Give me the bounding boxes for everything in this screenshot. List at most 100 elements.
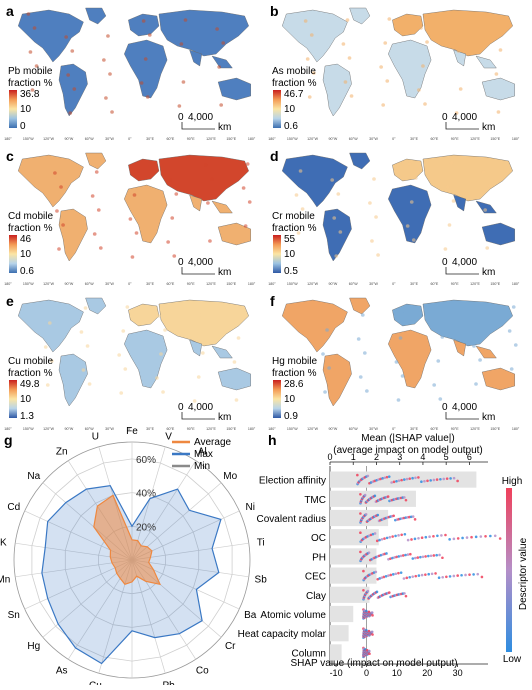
map-speckle <box>87 382 92 386</box>
map-landmass <box>281 297 518 407</box>
map-speckle <box>396 398 401 402</box>
continent-shape <box>85 297 107 315</box>
radar-axis-label: Mn <box>0 575 10 586</box>
shap-bottom-tick-label: 0 <box>364 668 369 678</box>
scalebar-line <box>181 412 215 420</box>
shap-dot <box>373 494 377 498</box>
map-speckle <box>440 335 445 339</box>
continent-shape <box>281 299 348 353</box>
shap-dot <box>432 534 435 538</box>
continent-shape <box>481 222 515 246</box>
shap-dot <box>452 574 456 578</box>
shap-dot <box>410 538 413 541</box>
map-speckle <box>360 313 365 317</box>
shap-dot <box>408 575 411 579</box>
map-colorbar-mid: 10 <box>284 249 296 260</box>
map-speckle <box>498 48 503 52</box>
shap-dot <box>413 518 417 521</box>
map-panel-f: 180° 150°W 120°W 90°W 60°W 30°W 0° 30°E 60°E 90°E… <box>266 292 528 432</box>
shap-dot <box>441 575 444 579</box>
map-legend-title-2: fraction % <box>272 223 317 234</box>
map-lon-tick: 120°W <box>307 137 318 141</box>
shap-dot <box>417 574 421 577</box>
map-colorbar-max: 46.7 <box>284 89 304 100</box>
shap-dot <box>470 535 473 539</box>
shap-dot <box>441 556 444 560</box>
shap-dot <box>405 576 409 580</box>
map-speckle <box>183 18 188 22</box>
shap-dot <box>368 652 371 656</box>
radar-ring-label: 40% <box>136 489 156 500</box>
map-speckle <box>221 41 226 45</box>
scalebar-zero: 0 <box>178 112 184 123</box>
continent-shape <box>211 55 233 69</box>
map-speckle <box>298 169 303 173</box>
map-speckle <box>34 64 39 68</box>
map-panel-c: 180° 150°W 120°W 90°W 60°W 30°W 0° 30°E 60°E 90°E… <box>2 147 264 287</box>
shap-dot <box>402 478 406 481</box>
shap-dot <box>395 555 398 559</box>
map-speckle <box>385 79 390 83</box>
map-speckle <box>362 351 367 355</box>
panel-letter-f: f <box>270 293 275 309</box>
shap-dot <box>408 477 412 480</box>
radar-axis-label: Pb <box>163 681 176 685</box>
scalebar-unit: km <box>482 267 495 278</box>
shap-dot <box>370 611 374 614</box>
radar-axis-label: As <box>56 665 68 676</box>
map-speckle <box>143 57 148 61</box>
map-colorbar-mid: 10 <box>284 394 296 405</box>
map-speckle <box>81 368 86 372</box>
shap-dot <box>381 477 384 480</box>
continent-shape <box>388 184 432 244</box>
map-speckle <box>407 162 412 166</box>
shap-dot <box>404 594 408 598</box>
shap-feature-label: Election affinity <box>259 476 326 487</box>
map-speckle <box>347 56 352 60</box>
shap-dot <box>404 498 408 502</box>
map-speckle <box>147 33 152 37</box>
map-lon-tick: 60°W <box>85 137 94 141</box>
map-speckle <box>102 58 106 62</box>
continent-shape <box>128 303 160 327</box>
shap-dot <box>403 592 406 595</box>
continent-shape <box>85 152 107 170</box>
map-speckle <box>345 18 350 22</box>
radar-axis-label: K <box>0 537 7 548</box>
shap-dot <box>385 475 389 479</box>
map-speckle <box>294 193 299 197</box>
scalebar-line <box>445 267 479 275</box>
continent-shape <box>211 200 233 214</box>
map-colorbar <box>9 235 17 273</box>
continent-shape <box>124 39 168 99</box>
continent-shape <box>453 339 467 357</box>
map-speckle <box>55 209 59 213</box>
map-lon-tick: 30°W <box>105 282 114 286</box>
shap-dot <box>371 614 374 617</box>
map-colorbar-max: 46 <box>20 234 32 245</box>
map-legend-title-1: Cu mobile <box>8 356 53 367</box>
shap-dot <box>406 538 410 542</box>
shap-dot <box>445 575 448 579</box>
panel-letter-e: e <box>6 293 14 309</box>
scalebar-line <box>181 267 215 275</box>
shap-dot <box>359 493 362 496</box>
shap-dot <box>397 555 401 558</box>
map-speckle <box>443 247 448 251</box>
map-lon-tick: 60°E <box>166 427 174 431</box>
map-speckle <box>90 194 95 198</box>
map-speckle <box>119 391 124 395</box>
map-lon-tick: 30°W <box>105 427 114 431</box>
radar-spoke <box>24 559 133 610</box>
shap-dot <box>378 538 381 542</box>
shap-dot <box>414 476 417 480</box>
shap-dot <box>397 479 401 482</box>
shap-dot <box>465 536 469 539</box>
scalebar-distance: 4,000 <box>188 112 213 123</box>
map-speckle <box>106 34 110 38</box>
map-colorbar <box>9 380 17 418</box>
radar-axis-label: Hg <box>27 641 40 652</box>
map-speckle <box>141 19 146 23</box>
scalebar-zero: 0 <box>442 112 448 123</box>
map-speckle <box>358 375 363 379</box>
